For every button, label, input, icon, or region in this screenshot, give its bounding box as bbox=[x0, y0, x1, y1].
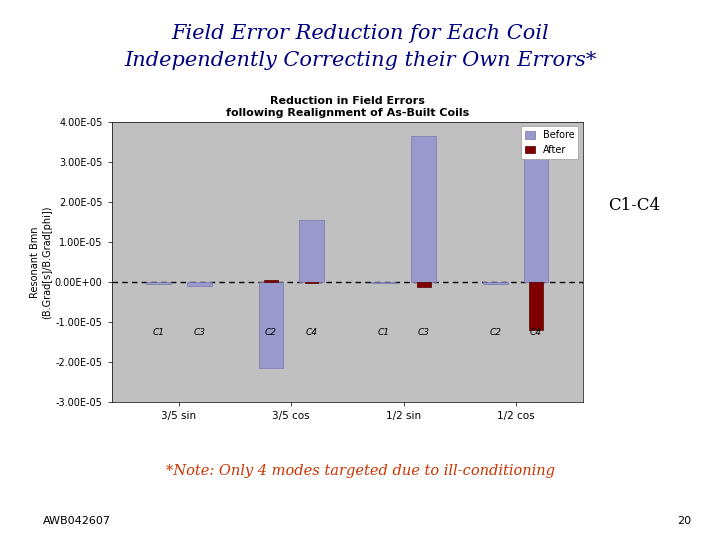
Title: Reduction in Field Errors
following Realignment of As-Built Coils: Reduction in Field Errors following Real… bbox=[226, 96, 469, 118]
Bar bbox=[529, 282, 543, 330]
Bar bbox=[305, 282, 318, 283]
Bar bbox=[186, 282, 212, 286]
Text: C4: C4 bbox=[530, 328, 542, 336]
Bar bbox=[371, 282, 396, 283]
Text: Field Error Reduction for Each Coil: Field Error Reduction for Each Coil bbox=[171, 24, 549, 43]
Bar bbox=[523, 139, 549, 282]
Bar bbox=[411, 136, 436, 282]
Bar bbox=[146, 282, 171, 284]
Bar bbox=[264, 280, 278, 282]
Text: C2: C2 bbox=[490, 328, 502, 336]
Bar bbox=[299, 220, 324, 282]
Text: C1: C1 bbox=[377, 328, 390, 336]
Y-axis label: Resonant Bmn
(B.Grad[s]/B.Grad[phi]): Resonant Bmn (B.Grad[s]/B.Grad[phi]) bbox=[30, 205, 52, 319]
Text: C4: C4 bbox=[305, 328, 318, 336]
Legend: Before, After: Before, After bbox=[521, 126, 578, 159]
Bar bbox=[483, 282, 508, 284]
Bar bbox=[258, 282, 284, 368]
Text: Independently Correcting their Own Errors*: Independently Correcting their Own Error… bbox=[124, 51, 596, 70]
Text: C3: C3 bbox=[193, 328, 205, 336]
Text: 20: 20 bbox=[677, 516, 691, 526]
Text: *Note: Only 4 modes targeted due to ill-conditioning: *Note: Only 4 modes targeted due to ill-… bbox=[166, 464, 554, 478]
Text: C2: C2 bbox=[265, 328, 277, 336]
Text: C1-C4: C1-C4 bbox=[608, 197, 660, 214]
Text: C3: C3 bbox=[418, 328, 430, 336]
Text: C1: C1 bbox=[153, 328, 165, 336]
Bar bbox=[417, 282, 431, 287]
Text: AWB042607: AWB042607 bbox=[43, 516, 111, 526]
